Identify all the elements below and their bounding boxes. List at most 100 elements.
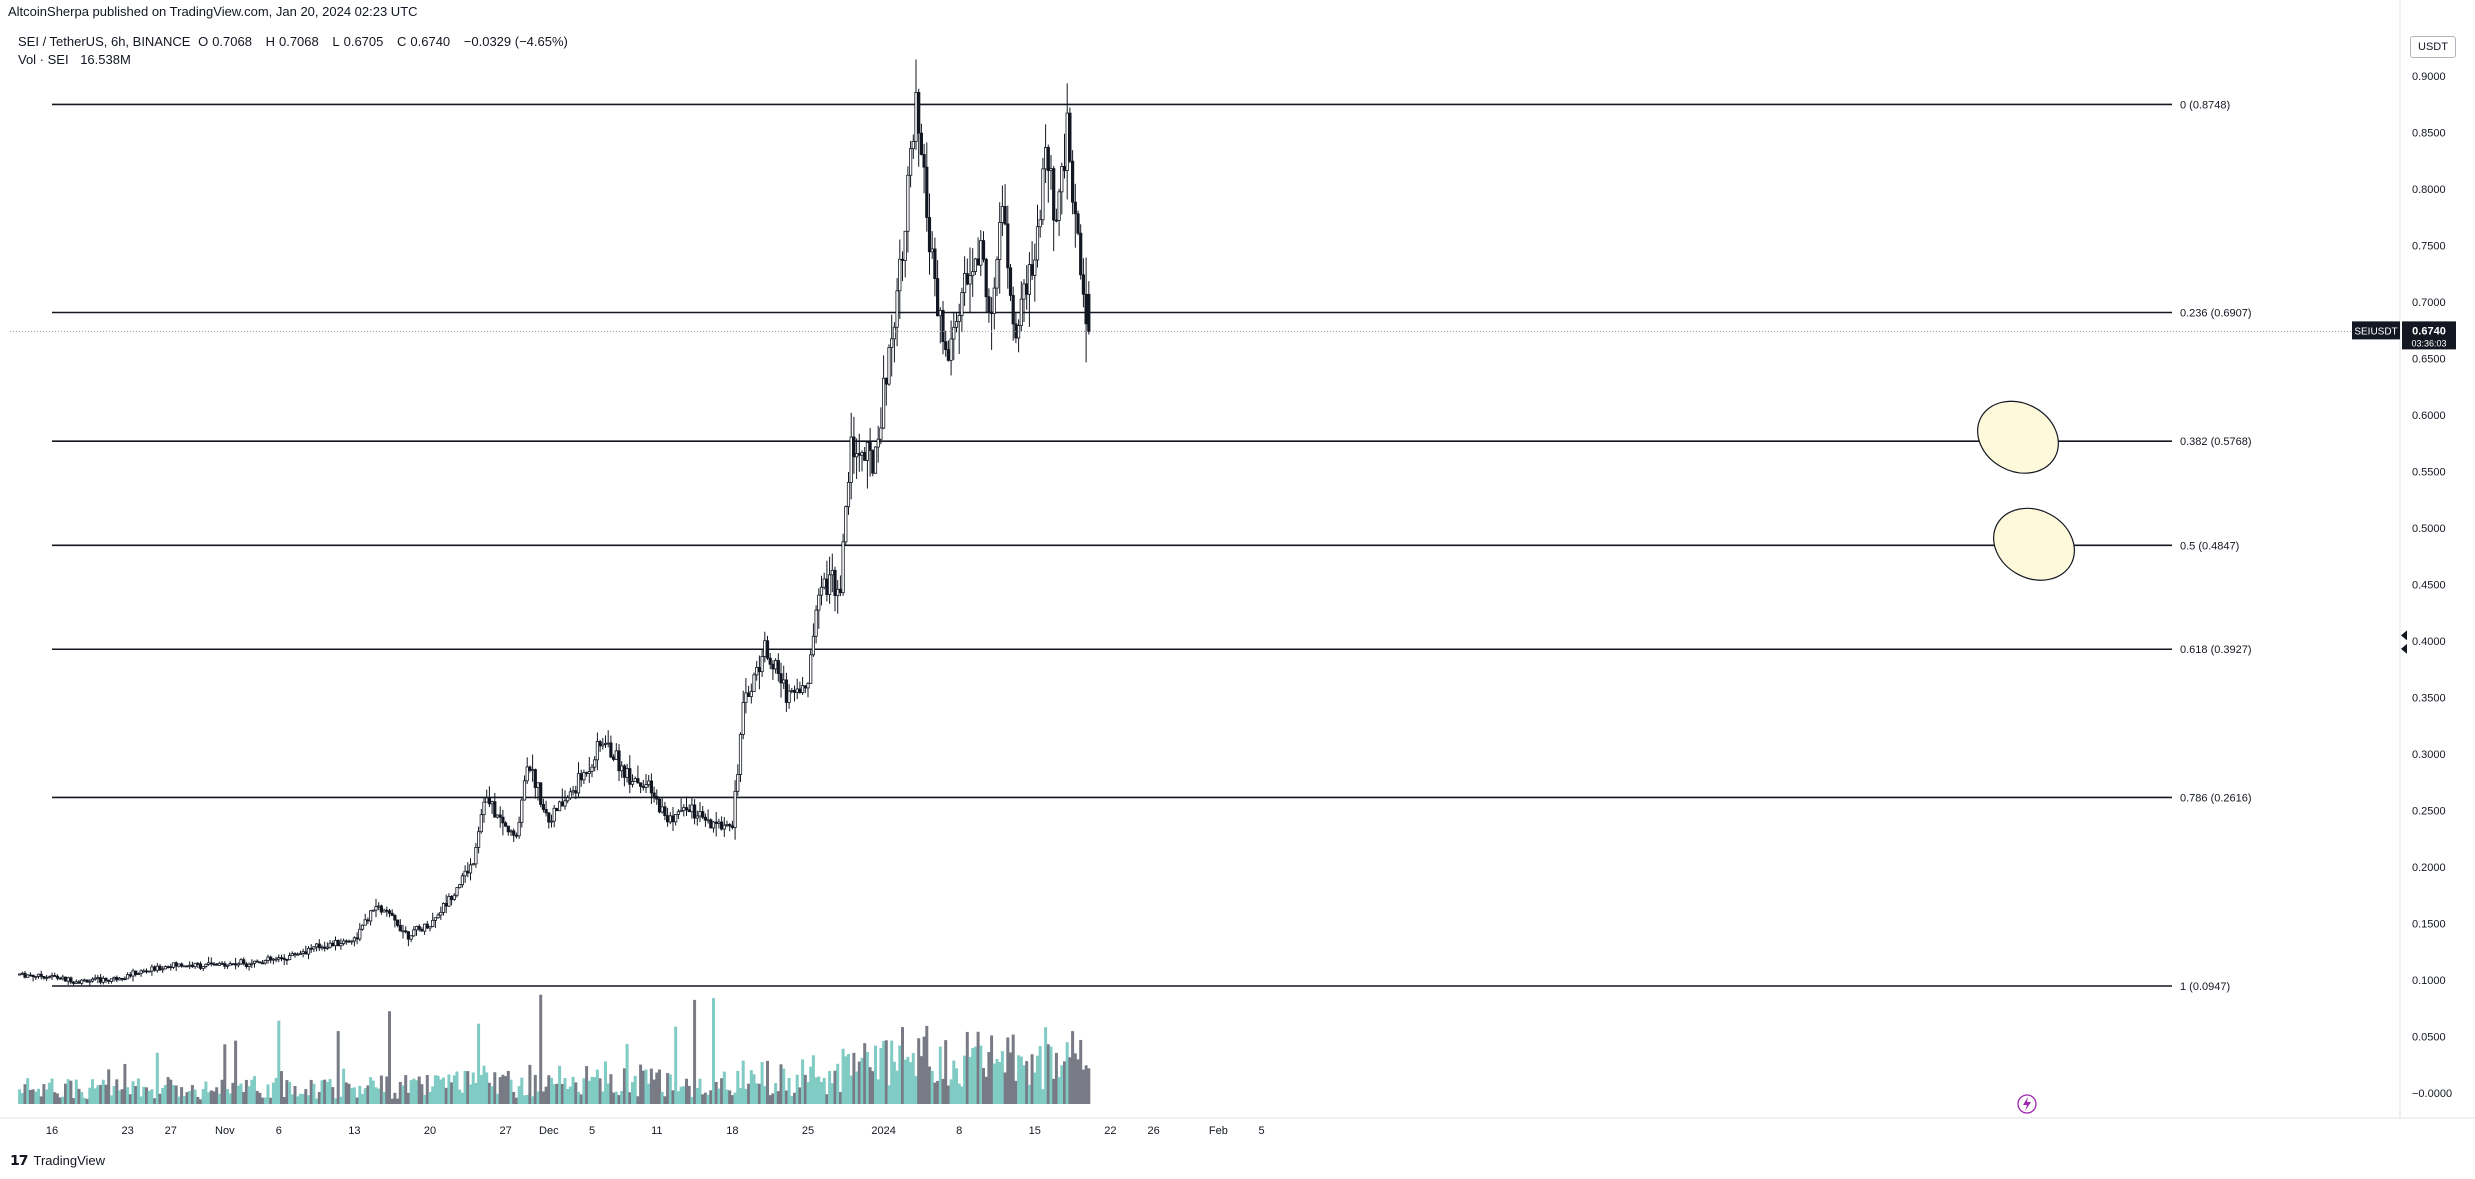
volume-bar-up bbox=[1027, 1084, 1031, 1104]
volume-bar-down bbox=[693, 999, 697, 1104]
candle-up bbox=[290, 953, 294, 957]
volume-bar-up bbox=[817, 1076, 821, 1104]
candle-up bbox=[88, 980, 92, 983]
candle-down bbox=[944, 341, 948, 351]
candle-down bbox=[1030, 264, 1034, 276]
volume-bar-up bbox=[879, 1048, 883, 1104]
volume-bar-up bbox=[66, 1079, 70, 1104]
candle-down bbox=[115, 976, 119, 981]
volume-bar-down bbox=[128, 1094, 132, 1104]
volume-bar-up bbox=[957, 1083, 961, 1104]
volume-bar-up bbox=[860, 1057, 864, 1104]
volume-bar-down bbox=[212, 1091, 216, 1104]
candle-up bbox=[509, 830, 513, 833]
volume-bar-down bbox=[925, 1025, 929, 1104]
candle-up bbox=[163, 966, 167, 970]
candle-up bbox=[17, 973, 22, 976]
candle-up bbox=[112, 976, 116, 980]
volume-bar-up bbox=[938, 1046, 942, 1104]
price-tick-label: 0.9000 bbox=[2412, 71, 2446, 83]
volume-bar-up bbox=[601, 1091, 605, 1104]
volume-bar-up bbox=[350, 1088, 354, 1104]
candle-up bbox=[374, 906, 378, 911]
volume-bar-up bbox=[469, 1084, 472, 1104]
volume-bar-up bbox=[182, 1095, 186, 1104]
axis-marker-icon[interactable] bbox=[2401, 630, 2407, 641]
candle-up bbox=[992, 287, 996, 314]
candle-up bbox=[890, 338, 894, 348]
volume-bar-up bbox=[112, 1086, 116, 1104]
axis-marker-icon[interactable] bbox=[2401, 643, 2407, 654]
time-tick-label: 23 bbox=[121, 1125, 133, 1137]
candle-up bbox=[795, 688, 799, 693]
candle-down bbox=[933, 248, 937, 279]
candle-down bbox=[917, 92, 921, 134]
volume-bar-up bbox=[633, 1075, 637, 1104]
time-tick-label: 27 bbox=[165, 1125, 177, 1137]
volume-bar-down bbox=[282, 1096, 286, 1104]
volume-bar-up bbox=[536, 1091, 540, 1104]
candle-up bbox=[495, 814, 500, 818]
candle-down bbox=[657, 798, 662, 813]
annotation-ellipse[interactable] bbox=[1965, 387, 2071, 486]
candle-up bbox=[814, 609, 818, 637]
volume-bar-down bbox=[649, 1068, 653, 1104]
candle-down bbox=[344, 940, 348, 943]
candle-down bbox=[282, 957, 286, 960]
volume-bar-up bbox=[339, 1096, 343, 1104]
volume-bar-up bbox=[979, 1045, 983, 1104]
volume-bar-up bbox=[847, 1054, 850, 1104]
volume-bar-down bbox=[317, 1092, 321, 1104]
price-tick-label: 0.3500 bbox=[2412, 693, 2446, 705]
candle-up bbox=[1000, 206, 1005, 223]
volume-bar-up bbox=[806, 1082, 810, 1104]
fib-level-label: 0 (0.8748) bbox=[2180, 99, 2230, 111]
time-tick-label: 13 bbox=[348, 1125, 360, 1137]
volume-bar-up bbox=[80, 1091, 84, 1104]
volume-bar-up bbox=[271, 1082, 275, 1104]
candle-up bbox=[47, 976, 51, 979]
candle-down bbox=[612, 756, 616, 760]
fib-level-label: 0.382 (0.5768) bbox=[2180, 436, 2252, 448]
volume-bar-up bbox=[490, 1086, 494, 1104]
volume-bar-up bbox=[177, 1096, 181, 1104]
candle-up bbox=[690, 804, 694, 813]
candle-up bbox=[892, 326, 897, 340]
volume-bar-up bbox=[725, 1089, 729, 1104]
volume-bar-up bbox=[909, 1062, 913, 1104]
volume-bar-up bbox=[571, 1076, 575, 1104]
candle-down bbox=[852, 436, 856, 458]
candle-down bbox=[293, 953, 297, 956]
volume-bar-up bbox=[712, 998, 715, 1104]
volume-bar-up bbox=[34, 1091, 38, 1104]
volume-bar-up bbox=[50, 1078, 54, 1104]
volume-bar-down bbox=[404, 1075, 408, 1104]
volume-bar-down bbox=[396, 1098, 400, 1104]
volume-label[interactable]: Vol · SEI bbox=[18, 52, 69, 67]
candle-up bbox=[479, 814, 483, 833]
volume-bar-down bbox=[1081, 1069, 1085, 1104]
volume-bar-down bbox=[928, 1066, 931, 1104]
volume-bar-up bbox=[496, 1093, 499, 1104]
candle-down bbox=[684, 807, 689, 811]
annotation-ellipse[interactable] bbox=[1981, 495, 2087, 594]
currency-button[interactable]: USDT bbox=[2410, 36, 2456, 58]
volume-bar-down bbox=[390, 1098, 394, 1104]
price-tick-label: 0.3000 bbox=[2412, 749, 2446, 761]
volume-bar-down bbox=[798, 1087, 802, 1104]
candle-down bbox=[622, 765, 627, 778]
candle-up bbox=[422, 923, 427, 932]
candle-up bbox=[1033, 259, 1037, 276]
volume-bar-down bbox=[641, 1070, 645, 1104]
volume-bar-down bbox=[406, 1092, 410, 1104]
candle-up bbox=[1065, 112, 1069, 171]
volume-bar-down bbox=[220, 1079, 224, 1104]
candle-down bbox=[487, 797, 492, 805]
symbol-name[interactable]: SEI / TetherUS, 6h, BINANCE bbox=[18, 34, 191, 49]
candle-up bbox=[301, 951, 305, 954]
fib-level-label: 0.618 (0.3927) bbox=[2180, 644, 2252, 656]
candle-up bbox=[1038, 219, 1042, 228]
volume-bar-up bbox=[892, 1061, 896, 1104]
candle-down bbox=[560, 801, 564, 807]
